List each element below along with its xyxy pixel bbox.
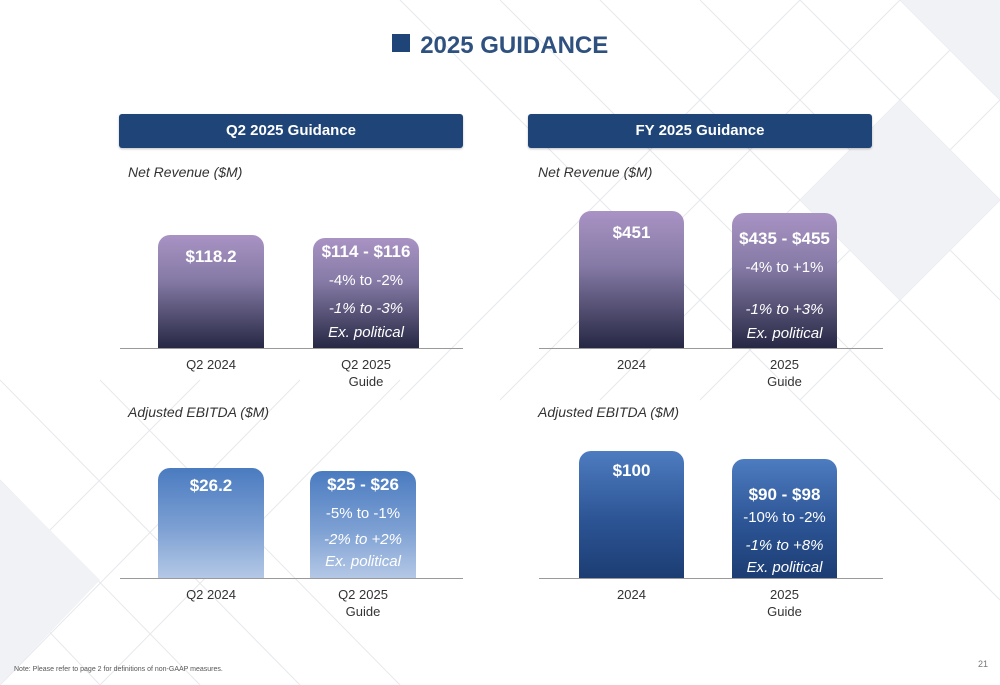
fy-ebitda-change-label: -10% to -2% [743,509,826,526]
panel-header-q2: Q2 2025 Guidance [119,114,463,148]
q2-ebitda-label: Adjusted EBITDA ($M) [128,404,270,420]
fy-revenue-category-label-1: 2024 [617,357,646,372]
page-title: 2025 GUIDANCE [420,32,609,59]
fy-revenue-label: Net Revenue ($M) [538,164,653,180]
fy-ebitda-bar-1 [579,451,684,578]
fy-revenue-ex-political-range: -1% to +3% [745,301,824,318]
fy-ebitda-value-label-2: $90 - $98 [748,485,821,504]
q2-ebitda-bar-1 [158,468,264,578]
title-bar: 2025 GUIDANCE [0,32,1000,60]
fy-revenue-change-label: -4% to +1% [745,259,824,276]
fy-ebitda-category-label-2: 2025 Guide [767,587,802,619]
q2-revenue-baseline [120,348,463,349]
fy-revenue-ex-political-label: Ex. political [746,325,823,342]
q2-revenue-ex-political-range: -1% to -3% [328,300,404,317]
fy-revenue-value-label-2: $435 - $455 [739,229,830,248]
fy-ebitda-baseline [539,578,883,579]
fy-revenue-bar-2 [732,213,837,348]
q2-revenue-label: Net Revenue ($M) [128,164,243,180]
panel-header-fy: FY 2025 Guidance [528,114,872,148]
q2-ebitda-category-label-1: Q2 2024 [186,587,236,602]
fy-ebitda-category-label-1: 2024 [617,587,646,602]
q2-ebitda-value-label-1: $26.2 [189,476,233,495]
fy-revenue-value-label-1: $451 [612,223,651,242]
fy-ebitda-value-label-1: $100 [612,461,651,480]
q2-ebitda-value-label-2: $25 - $26 [327,475,399,494]
fy-ebitda-bar-2 [732,459,837,578]
fy-revenue-baseline [539,348,883,349]
q2-revenue-ex-political-label: Ex. political [328,324,404,341]
q2-revenue-category-label-1: Q2 2024 [186,357,236,372]
q2-ebitda-ex-political-range: -2% to +2% [324,531,402,548]
title-square-icon [391,34,410,52]
q2-revenue-category-label-2: Q2 2025 Guide [341,357,391,389]
q2-ebitda-change-label: -5% to -1% [325,505,401,522]
q2-ebitda-baseline [120,578,463,579]
fy-ebitda-ex-political-range: -1% to +8% [745,537,824,554]
q2-ebitda-ex-political-label: Ex. political [325,553,401,570]
q2-ebitda-bar-2 [310,471,416,578]
q2-revenue-value-label-2: $114 - $116 [321,242,411,261]
footnote: Note: Please refer to page 2 for definit… [14,666,223,673]
fy-revenue-bar-1 [579,211,684,348]
q2-revenue-bar-2 [313,238,419,348]
q2-revenue-change-label: -4% to -2% [328,272,404,289]
q2-revenue-value-label-1: $118.2 [185,247,237,266]
q2-ebitda-category-label-2: Q2 2025 Guide [338,587,388,619]
fy-revenue-category-label-2: 2025 Guide [767,357,802,389]
fy-ebitda-label: Adjusted EBITDA ($M) [538,404,680,420]
q2-revenue-bar-1 [158,235,264,348]
fy-ebitda-ex-political-label: Ex. political [746,559,823,576]
page-number: 21 [978,659,989,669]
